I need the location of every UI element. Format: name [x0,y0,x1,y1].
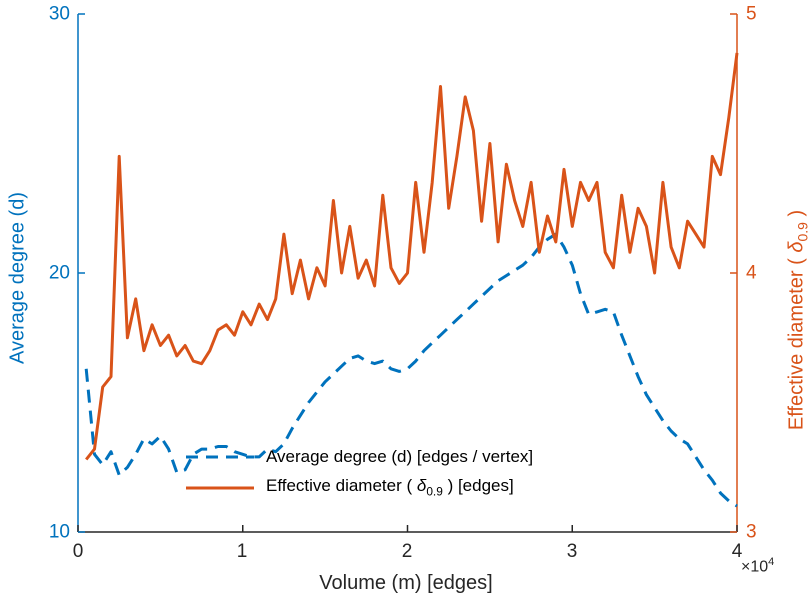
x-tick-0: 0 [72,541,84,562]
legend: Average degree (d) [edges / vertex] Effe… [186,441,533,503]
y-right-tick-5: 5 [746,3,757,25]
series-average-degree-line [84,232,738,508]
series-effective-diameter-line [85,52,739,461]
legend-dashed-line-sample [186,455,254,458]
y-right-tick-3: 3 [746,521,757,543]
legend-item-average-degree: Average degree (d) [edges / vertex] [186,441,533,472]
legend-solid-line-sample [186,486,254,489]
x-tick-3: 3 [566,541,578,562]
legend-label-average-degree: Average degree (d) [edges / vertex] [266,446,534,466]
y-right-tick-4: 4 [746,262,757,284]
x-tick-4: 4 [731,541,743,562]
x-axis-exponent: ×104 [741,556,775,576]
right-y-axis-label: Effective diameter ( δ0.9 ) [785,209,811,431]
legend-item-effective-diameter: Effective diameter ( δ0.9 ) [edges] [186,472,533,503]
y-left-tick-20: 20 [48,262,70,284]
x-tick-1: 1 [236,541,248,562]
axis-tick-marks [77,13,738,533]
x-axis-label: Volume (m) [edges] [319,572,493,594]
x-tick-2: 2 [401,541,413,562]
left-y-axis-label: Average degree (d) [6,192,29,364]
legend-label-effective-diameter: Effective diameter ( δ0.9 ) [edges] [266,476,514,499]
y-left-tick-30: 30 [48,3,70,25]
y-left-tick-10: 10 [48,521,70,543]
